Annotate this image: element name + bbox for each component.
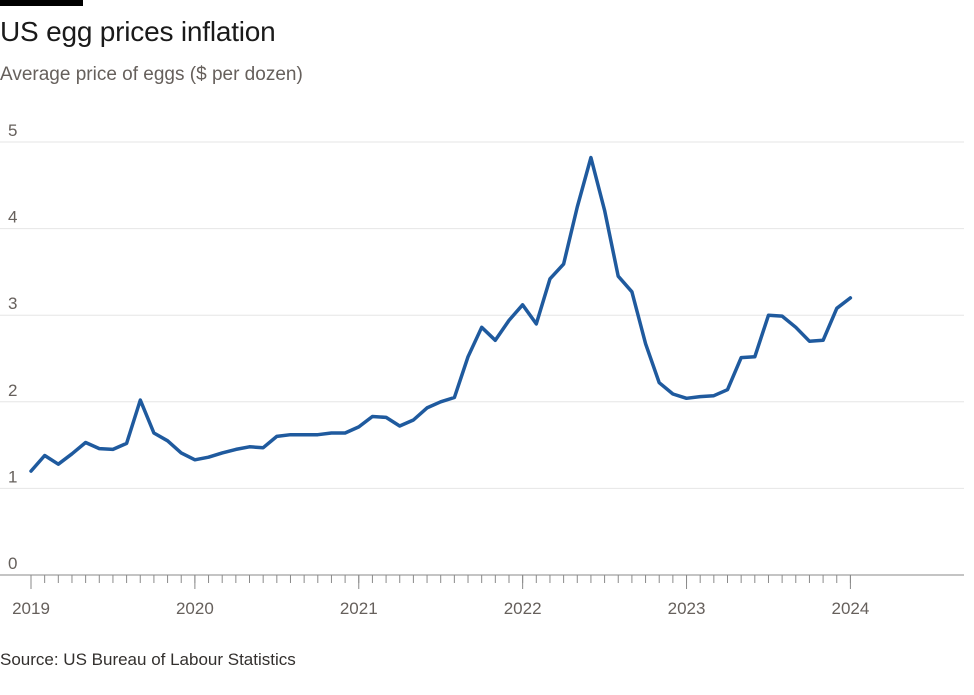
x-tick-label: 2023 bbox=[668, 599, 706, 618]
x-axis: 2019 2020 2021 2022 2023 2024 bbox=[0, 574, 964, 618]
y-tick-label: 2 bbox=[8, 381, 17, 400]
source-note: Source: US Bureau of Labour Statistics bbox=[0, 650, 296, 669]
x-tick-label: 2020 bbox=[176, 599, 214, 618]
x-tick-label: 2019 bbox=[12, 599, 50, 618]
x-tick-label: 2021 bbox=[340, 599, 378, 618]
y-axis-ticks: 0 1 2 3 4 5 bbox=[8, 121, 17, 573]
series-layer bbox=[29, 155, 853, 473]
gridlines bbox=[0, 141, 964, 489]
y-tick-label: 0 bbox=[8, 554, 17, 573]
y-tick-label: 3 bbox=[8, 294, 17, 313]
x-tick-label: 2024 bbox=[831, 599, 869, 618]
y-tick-label: 4 bbox=[8, 208, 17, 227]
brand-top-bar bbox=[0, 0, 83, 6]
series-line-egg-price bbox=[29, 155, 853, 473]
chart-subtitle: Average price of eggs ($ per dozen) bbox=[0, 64, 303, 85]
chart-title: US egg prices inflation bbox=[0, 16, 276, 47]
x-tick-label: 2022 bbox=[504, 599, 542, 618]
y-tick-label: 5 bbox=[8, 121, 17, 140]
y-tick-label: 1 bbox=[8, 467, 17, 486]
